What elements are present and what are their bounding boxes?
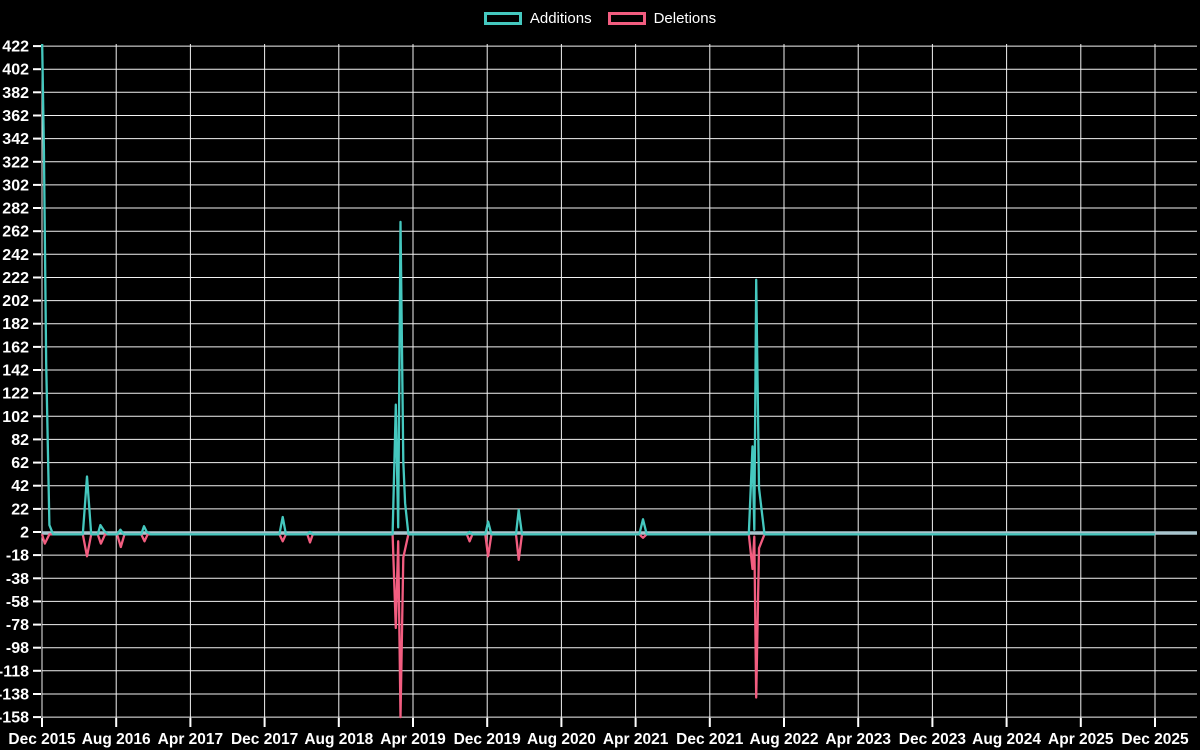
y-tick-label: 42 — [11, 478, 29, 495]
y-tick-label: -138 — [0, 687, 29, 704]
y-tick-label: 162 — [2, 339, 29, 356]
x-tick-label: Aug 2018 — [304, 731, 373, 748]
y-tick-label: 102 — [2, 409, 29, 426]
y-tick-label: 142 — [2, 363, 29, 380]
deletions-legend-label: Deletions — [653, 9, 717, 27]
x-tick-label: Dec 2019 — [454, 731, 522, 748]
y-tick-label: 242 — [2, 247, 29, 264]
y-tick-label: -118 — [0, 663, 29, 680]
y-tick-label: 122 — [2, 386, 29, 403]
additions-swatch — [483, 11, 522, 25]
x-tick-label: Dec 2017 — [231, 731, 298, 748]
x-tick-label: Dec 2015 — [8, 731, 76, 748]
y-tick-label: 62 — [11, 455, 29, 472]
y-tick-label: 282 — [2, 201, 29, 218]
y-tick-label: 362 — [2, 108, 29, 125]
x-tick-label: Apr 2017 — [158, 731, 223, 748]
x-tick-label: Apr 2023 — [825, 731, 891, 748]
x-tick-label: Apr 2025 — [1048, 731, 1114, 748]
y-tick-label: 302 — [2, 177, 29, 194]
y-tick-label: 402 — [2, 62, 29, 79]
x-tick-label: Dec 2025 — [1121, 731, 1189, 748]
y-tick-label: -18 — [6, 548, 29, 565]
chart-legend: Additions Deletions — [0, 6, 1200, 30]
y-tick-label: 382 — [2, 85, 29, 102]
legend-item-deletions[interactable]: Deletions — [607, 9, 717, 27]
y-tick-label: 262 — [2, 224, 29, 241]
y-gridlines: 4224023823623423223022822622422222021821… — [0, 39, 1197, 727]
y-tick-label: 342 — [2, 131, 29, 148]
x-gridlines: Dec 2015 Aug 2016 Apr 2017 Dec 2017 Aug 2018… — [8, 44, 1189, 748]
x-tick-label: Dec 2023 — [899, 731, 967, 748]
y-tick-label: 422 — [2, 39, 29, 56]
x-tick-label: Aug 2016 — [82, 731, 151, 748]
y-tick-label: -38 — [6, 571, 29, 588]
x-tick-label: Dec 2021 — [676, 731, 744, 748]
y-tick-label: 322 — [2, 154, 29, 171]
legend-item-additions[interactable]: Additions — [483, 9, 592, 27]
y-tick-label: -58 — [6, 594, 29, 611]
y-tick-label: -78 — [6, 617, 29, 634]
y-tick-label: 22 — [11, 501, 29, 518]
y-tick-label: -98 — [6, 640, 29, 657]
y-tick-label: 222 — [2, 270, 29, 287]
y-tick-label: 2 — [20, 525, 29, 542]
x-tick-label: Aug 2022 — [750, 731, 819, 748]
y-tick-label: 82 — [11, 432, 29, 449]
x-tick-label: Apr 2019 — [380, 731, 446, 748]
additions-line — [41, 44, 1155, 536]
x-tick-label: Aug 2020 — [527, 731, 596, 748]
x-tick-label: Apr 2021 — [603, 731, 669, 748]
deletions-line — [40, 533, 1155, 719]
y-tick-label: -158 — [0, 710, 29, 727]
x-tick-label: Aug 2024 — [972, 731, 1041, 748]
deletions-swatch — [607, 11, 646, 25]
y-tick-label: 182 — [2, 316, 29, 333]
additions-legend-label: Additions — [529, 9, 592, 27]
y-tick-label: 202 — [2, 293, 29, 310]
